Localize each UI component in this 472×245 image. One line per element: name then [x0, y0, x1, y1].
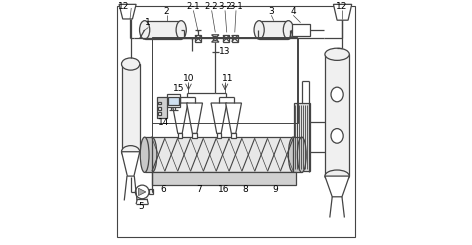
Bar — [295, 103, 310, 171]
Text: 6: 6 — [160, 185, 166, 194]
Bar — [158, 107, 161, 110]
Polygon shape — [211, 103, 227, 134]
Bar — [167, 95, 180, 107]
Bar — [217, 134, 221, 138]
Ellipse shape — [213, 37, 217, 40]
Text: 3-1: 3-1 — [229, 2, 243, 11]
Text: 15: 15 — [173, 84, 185, 93]
Text: 7: 7 — [196, 185, 202, 194]
Ellipse shape — [135, 185, 149, 199]
Bar — [152, 172, 295, 185]
Text: 2: 2 — [164, 7, 169, 16]
Polygon shape — [333, 4, 352, 20]
Text: 13: 13 — [219, 47, 231, 56]
Bar — [292, 24, 310, 36]
Bar — [144, 137, 152, 172]
Bar — [121, 64, 140, 152]
Ellipse shape — [283, 21, 294, 39]
Bar — [158, 101, 161, 104]
Ellipse shape — [121, 58, 140, 70]
Bar — [223, 35, 229, 42]
Text: 9: 9 — [272, 185, 278, 194]
Bar — [325, 54, 349, 176]
Ellipse shape — [140, 21, 150, 39]
Polygon shape — [211, 35, 219, 38]
Polygon shape — [139, 188, 146, 196]
Bar — [293, 137, 302, 172]
Ellipse shape — [140, 137, 149, 172]
Polygon shape — [186, 103, 202, 134]
Ellipse shape — [176, 21, 186, 39]
Polygon shape — [211, 38, 219, 42]
Polygon shape — [121, 152, 140, 176]
Text: 1: 1 — [145, 18, 151, 27]
Text: 12: 12 — [336, 2, 348, 11]
Ellipse shape — [331, 129, 343, 143]
Ellipse shape — [254, 21, 264, 39]
Text: 12: 12 — [118, 2, 130, 11]
Text: 11: 11 — [222, 74, 233, 83]
Bar — [152, 38, 298, 122]
Text: 3: 3 — [269, 7, 274, 16]
Polygon shape — [119, 4, 136, 19]
Text: 16: 16 — [218, 185, 229, 194]
Text: 4: 4 — [290, 7, 296, 16]
Polygon shape — [172, 103, 188, 134]
Bar — [158, 112, 161, 115]
Ellipse shape — [331, 87, 343, 102]
Bar — [231, 134, 236, 138]
Text: 8: 8 — [243, 185, 249, 194]
Text: 2-2: 2-2 — [205, 2, 219, 11]
Bar — [152, 137, 293, 172]
Bar — [149, 189, 152, 194]
Polygon shape — [325, 176, 349, 197]
Text: 5: 5 — [138, 202, 144, 211]
Bar — [259, 21, 288, 39]
Ellipse shape — [325, 170, 349, 182]
Text: 3-2: 3-2 — [218, 2, 232, 11]
Ellipse shape — [147, 137, 157, 172]
Text: 10: 10 — [183, 74, 194, 83]
Ellipse shape — [121, 146, 140, 158]
Bar — [168, 97, 179, 105]
Bar — [178, 134, 182, 138]
Bar — [144, 21, 181, 39]
Ellipse shape — [297, 137, 306, 172]
Bar — [157, 97, 167, 118]
Bar — [195, 35, 202, 42]
Bar — [193, 134, 197, 138]
Text: 2-1: 2-1 — [186, 2, 200, 11]
Ellipse shape — [288, 137, 298, 172]
Bar — [232, 35, 238, 42]
Text: 14: 14 — [159, 118, 170, 127]
Bar — [152, 37, 297, 172]
Polygon shape — [226, 103, 242, 134]
Ellipse shape — [325, 48, 349, 60]
